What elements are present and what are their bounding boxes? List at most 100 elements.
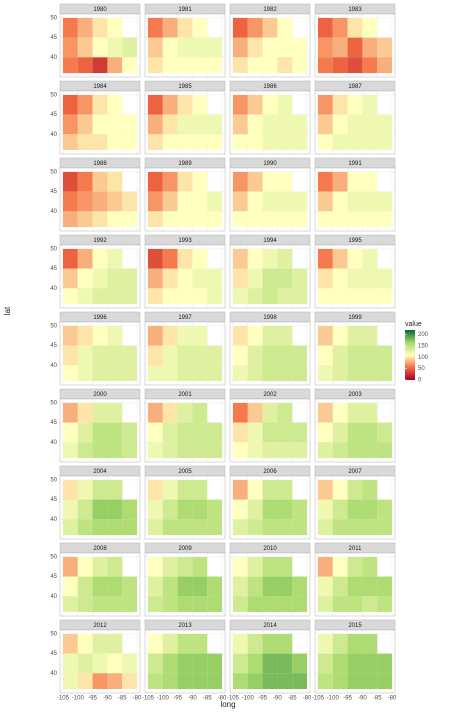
tile	[162, 673, 178, 690]
panel-border	[144, 167, 226, 232]
tile	[247, 519, 263, 536]
tile	[317, 288, 333, 305]
tile	[362, 345, 378, 366]
tile	[62, 248, 78, 269]
tile	[262, 94, 278, 115]
tile	[317, 171, 333, 192]
tile	[162, 556, 178, 577]
tile	[377, 211, 393, 228]
tile	[162, 191, 178, 212]
tile	[317, 248, 333, 269]
facet-title: 1990	[263, 161, 277, 167]
tile	[62, 57, 78, 74]
tile	[362, 422, 378, 443]
tile	[192, 134, 208, 151]
tile	[362, 288, 378, 305]
facet-title: 1980	[93, 7, 107, 13]
tile	[332, 402, 348, 423]
tile	[317, 57, 333, 74]
tile	[147, 365, 163, 382]
tile	[77, 365, 93, 382]
facet-title: 1992	[93, 238, 107, 244]
tile	[192, 248, 208, 269]
tile	[107, 57, 123, 74]
tile	[332, 576, 348, 597]
tile	[277, 365, 293, 382]
facet-title: 1986	[263, 84, 277, 90]
facet-title: 1987	[348, 84, 362, 90]
tile	[317, 37, 333, 58]
tile	[247, 479, 263, 500]
tile	[147, 325, 163, 346]
tile	[192, 191, 208, 212]
tile	[377, 442, 393, 459]
tile	[362, 673, 378, 690]
tile	[332, 134, 348, 151]
tile	[362, 499, 378, 520]
y-tick-label: 40	[50, 671, 57, 677]
tile	[107, 673, 123, 690]
tile	[377, 57, 393, 74]
tile	[332, 37, 348, 58]
y-tick-label: 50	[50, 170, 57, 176]
tile	[207, 288, 223, 305]
tile	[277, 442, 293, 459]
tile	[162, 633, 178, 654]
tile	[77, 37, 93, 58]
tile	[207, 134, 223, 151]
legend-colorbar	[405, 330, 415, 380]
tile	[347, 633, 363, 654]
x-tick-label: -105	[57, 696, 70, 702]
tile	[192, 519, 208, 536]
tile	[92, 653, 108, 674]
tile	[177, 479, 193, 500]
y-tick-label: 40	[50, 363, 57, 369]
tile	[247, 288, 263, 305]
y-tick-label: 45	[50, 343, 57, 349]
panel-border	[314, 167, 396, 232]
tile	[207, 57, 223, 74]
tile	[232, 479, 248, 500]
tile	[107, 365, 123, 382]
tile	[77, 633, 93, 654]
tile	[162, 653, 178, 674]
tile	[362, 57, 378, 74]
tile	[347, 248, 363, 269]
tile	[107, 499, 123, 520]
tile	[192, 365, 208, 382]
tile	[177, 268, 193, 289]
tile	[162, 576, 178, 597]
tile	[147, 37, 163, 58]
tile	[232, 633, 248, 654]
tile	[262, 37, 278, 58]
tile	[317, 576, 333, 597]
legend-tick-label: 0	[418, 378, 422, 384]
tile	[77, 211, 93, 228]
tile	[317, 345, 333, 366]
tile	[277, 288, 293, 305]
tile	[122, 673, 138, 690]
tile	[162, 402, 178, 423]
tile	[77, 17, 93, 38]
tile	[62, 633, 78, 654]
tile	[247, 365, 263, 382]
panel-border	[144, 629, 226, 694]
tile	[192, 37, 208, 58]
tile	[107, 114, 123, 135]
tile	[107, 519, 123, 536]
tile	[347, 211, 363, 228]
panel-border	[314, 321, 396, 386]
tile	[232, 596, 248, 613]
tile	[77, 653, 93, 674]
y-tick-label: 40	[50, 286, 57, 292]
tile	[207, 211, 223, 228]
facet-title: 1995	[348, 238, 362, 244]
tile	[317, 556, 333, 577]
tile	[332, 479, 348, 500]
tile	[317, 114, 333, 135]
facet-title: 2007	[348, 469, 362, 475]
tile	[362, 171, 378, 192]
tile	[92, 345, 108, 366]
panel-border	[144, 475, 226, 540]
tile	[162, 345, 178, 366]
